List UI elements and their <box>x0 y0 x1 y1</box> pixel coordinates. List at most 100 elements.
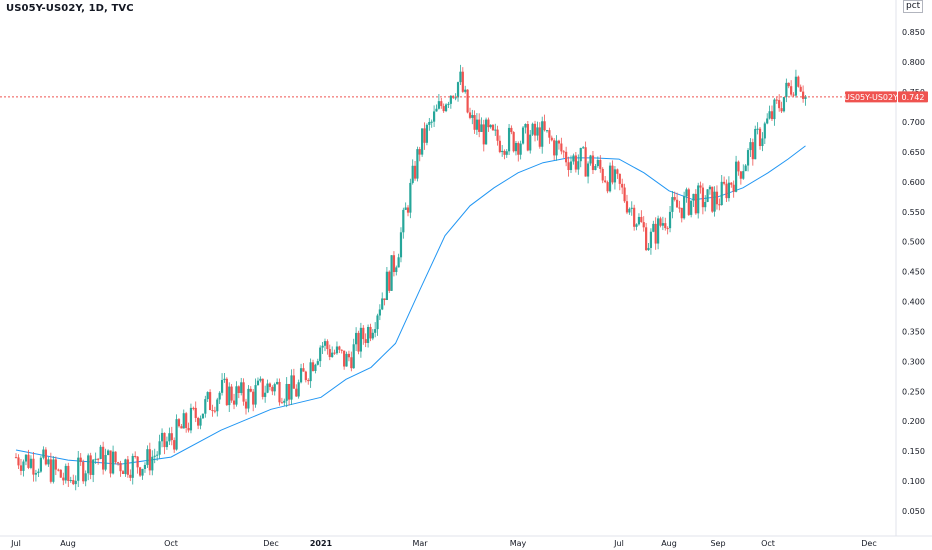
candle-body <box>562 151 565 153</box>
candle-body <box>49 459 52 482</box>
price-tick-label: 0.100 <box>902 477 925 486</box>
candle-body <box>347 353 351 358</box>
candle-body <box>640 216 643 223</box>
candle-body <box>708 186 712 190</box>
candle-body <box>560 143 563 152</box>
price-tick-label: 0.200 <box>902 417 925 426</box>
candle-body <box>62 477 65 481</box>
candle-body <box>749 142 752 151</box>
candle-body <box>225 378 228 406</box>
candle-body <box>141 468 144 476</box>
candle-body <box>778 100 781 109</box>
candle-body <box>232 400 236 405</box>
candle-body <box>129 474 132 478</box>
time-tick-label: 2021 <box>310 539 333 548</box>
candle-body <box>797 76 800 87</box>
candle-body <box>173 440 176 450</box>
candle-body <box>589 155 592 164</box>
candle-body <box>121 471 125 474</box>
candle-body <box>216 399 219 412</box>
candle-body <box>577 161 580 170</box>
candle-body <box>582 147 585 149</box>
candle-body <box>102 446 105 470</box>
candle-body <box>230 386 233 401</box>
candle-body <box>494 129 497 131</box>
candle-body <box>739 171 742 179</box>
candle-body <box>758 128 762 147</box>
candle-body <box>194 407 197 418</box>
price-tick-label: 0.500 <box>902 238 925 247</box>
candle-body <box>770 111 774 120</box>
candle-body <box>751 142 754 160</box>
candle-body <box>89 455 92 475</box>
time-axis[interactable]: Jul Aug Oct Dec 2021 Mar May Jul Aug Sep Oct Dec <box>10 539 877 548</box>
candle-body <box>706 189 709 202</box>
candle-body <box>694 193 697 214</box>
candle-body <box>471 115 474 118</box>
time-tick-label: Mar <box>412 539 428 548</box>
candle-body <box>692 193 695 201</box>
candle-body <box>574 155 577 170</box>
candle-body <box>524 124 527 128</box>
candle-body <box>416 149 419 179</box>
price-unit-badge[interactable]: pct <box>903 0 924 13</box>
candle-body <box>213 410 216 412</box>
price-tick-label: 0.600 <box>902 178 925 187</box>
candle-body <box>111 451 115 474</box>
candle-body <box>52 459 55 482</box>
candle-body <box>87 455 90 474</box>
candle-body <box>287 383 291 400</box>
candle-body <box>240 382 243 394</box>
candle-body <box>331 352 334 358</box>
candle-body <box>357 332 360 352</box>
price-tick-label: 0.250 <box>902 387 925 396</box>
candle-body <box>645 227 648 251</box>
candle-body <box>591 155 595 171</box>
candle-body <box>756 128 759 130</box>
candle-body <box>340 349 343 351</box>
candle-body <box>785 82 788 98</box>
candle-body <box>99 446 102 460</box>
candle-body <box>69 480 72 482</box>
candle-body <box>252 391 255 405</box>
candle-body <box>630 207 633 209</box>
candle-body <box>47 459 50 465</box>
candle-body <box>280 402 284 404</box>
candle-body <box>792 94 795 96</box>
candle-body <box>268 383 272 387</box>
candle-body <box>19 465 23 471</box>
candle-body <box>599 159 602 169</box>
candle-body <box>189 407 193 431</box>
candle-body <box>187 427 190 431</box>
candle-body <box>732 184 735 192</box>
candle-body <box>782 97 786 112</box>
price-tick-label: 0.350 <box>902 327 925 336</box>
candle-body <box>413 165 417 179</box>
candle-body <box>666 228 669 230</box>
candle-body <box>177 419 181 427</box>
candle-body <box>456 82 460 98</box>
candle-body <box>435 108 438 112</box>
candle-body <box>675 199 679 208</box>
symbol-title[interactable]: US05Y-US02Y, 1D, TVC <box>6 3 134 14</box>
candle-body <box>319 347 322 362</box>
candle-body <box>704 201 707 208</box>
candle-body <box>397 257 400 268</box>
price-tick-label: 0.650 <box>902 148 925 157</box>
candle-body <box>390 255 393 291</box>
candle-body <box>311 362 315 371</box>
candle-body <box>160 432 164 442</box>
candle-body <box>409 182 412 213</box>
moving-average-line <box>15 145 806 465</box>
candle-body <box>594 166 597 171</box>
candle-body <box>569 161 573 171</box>
candle-body <box>517 142 520 155</box>
candle-body <box>635 224 638 227</box>
candle-body <box>606 182 609 192</box>
candle-body <box>134 455 137 457</box>
candle-body <box>466 89 469 113</box>
last-price-symbol-badge <box>845 91 897 103</box>
candle-body <box>411 165 414 183</box>
candle-body <box>92 459 95 475</box>
